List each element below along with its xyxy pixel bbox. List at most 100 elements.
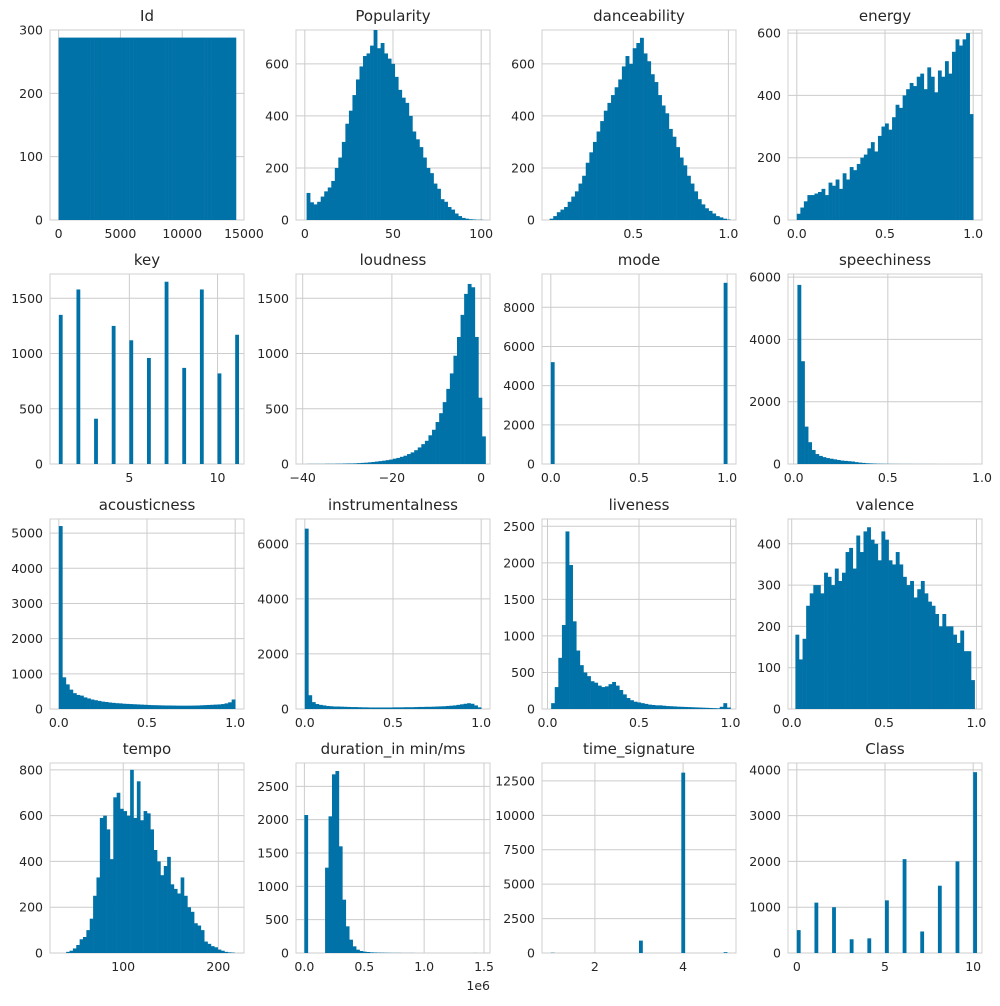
bar [228, 37, 233, 220]
x-tick-label: 0.5 [383, 715, 403, 730]
bar [840, 460, 845, 464]
chart-title: duration_in min/ms [321, 740, 466, 759]
bar [178, 705, 183, 709]
bar [97, 700, 102, 709]
bar [214, 704, 218, 709]
bar [895, 104, 900, 220]
bar [58, 37, 63, 220]
bar [87, 37, 91, 220]
bar [553, 216, 558, 220]
bar [431, 706, 436, 709]
x-tick-label: 15000 [224, 226, 264, 241]
bar [363, 951, 367, 953]
bar [582, 175, 587, 220]
y-tick-label: 2000 [11, 631, 43, 646]
bar [456, 704, 461, 709]
bar [69, 689, 74, 709]
bar [221, 37, 226, 220]
bar [164, 705, 169, 709]
bar [136, 704, 141, 709]
y-tick-label: 2000 [257, 812, 289, 827]
bar [723, 282, 728, 464]
bar [458, 216, 463, 220]
bar [168, 705, 172, 709]
bar [920, 580, 925, 709]
bar [672, 136, 677, 220]
bar [708, 210, 713, 220]
bar [175, 37, 180, 220]
bar [327, 187, 332, 220]
bar [200, 930, 205, 953]
bar [177, 893, 181, 953]
bar [232, 37, 237, 220]
bar [870, 142, 875, 220]
y-tick-label: 1000 [257, 346, 289, 361]
bar [906, 585, 911, 709]
bar [821, 188, 826, 220]
bar [712, 213, 717, 220]
bar [465, 218, 470, 220]
bar [797, 284, 802, 464]
bar [948, 73, 953, 220]
bar [854, 462, 859, 464]
bar [442, 706, 447, 709]
bar [340, 706, 344, 709]
bar [654, 82, 659, 220]
y-tick-label: 0 [281, 457, 289, 472]
bar [849, 939, 854, 953]
bar [389, 459, 394, 464]
y-tick-label: 100 [19, 149, 43, 164]
bar [583, 672, 588, 709]
bar [843, 460, 848, 464]
bar [368, 707, 373, 709]
bar [218, 37, 223, 220]
y-tick-label: 300 [19, 23, 43, 38]
bar [97, 37, 102, 220]
bar [601, 687, 606, 709]
bar [852, 568, 857, 709]
bar [698, 707, 703, 709]
bar [920, 73, 925, 220]
histogram-popularity: 0 50 100 0 200 400 600 Popularity [265, 7, 493, 241]
bar [116, 792, 121, 953]
bar [182, 705, 187, 709]
y-tick-label: 600 [19, 808, 43, 823]
bar [549, 218, 554, 220]
bar [587, 676, 591, 709]
x-tick-label: 10 [210, 470, 226, 485]
bar [719, 706, 724, 709]
bar [798, 659, 803, 709]
bar [826, 458, 830, 464]
bar [359, 951, 364, 953]
bar [170, 884, 175, 953]
bar [463, 703, 468, 709]
bar [937, 70, 942, 220]
bar [350, 707, 355, 709]
bar [470, 703, 475, 709]
y-tick-label: 4000 [503, 378, 535, 393]
bar [679, 157, 684, 220]
bar [343, 706, 348, 709]
bar [140, 37, 145, 220]
bar [369, 952, 374, 953]
bar [419, 147, 424, 220]
bar [814, 902, 819, 953]
chart-title: energy [859, 7, 911, 25]
bar [877, 135, 882, 220]
bar [814, 193, 819, 220]
bar [342, 899, 347, 953]
bar [370, 45, 374, 220]
bar [349, 463, 354, 464]
x-tick-label: 0.5 [875, 226, 895, 241]
y-tick-label: 500 [511, 665, 535, 680]
bar [349, 939, 353, 953]
bar [723, 218, 727, 220]
bar [150, 37, 155, 220]
bar [816, 585, 821, 709]
bar [146, 813, 151, 953]
bar [923, 89, 928, 220]
y-tick-label: 400 [757, 536, 781, 551]
bar [673, 706, 678, 709]
y-tick-label: 0 [281, 213, 289, 228]
bar [225, 37, 230, 220]
